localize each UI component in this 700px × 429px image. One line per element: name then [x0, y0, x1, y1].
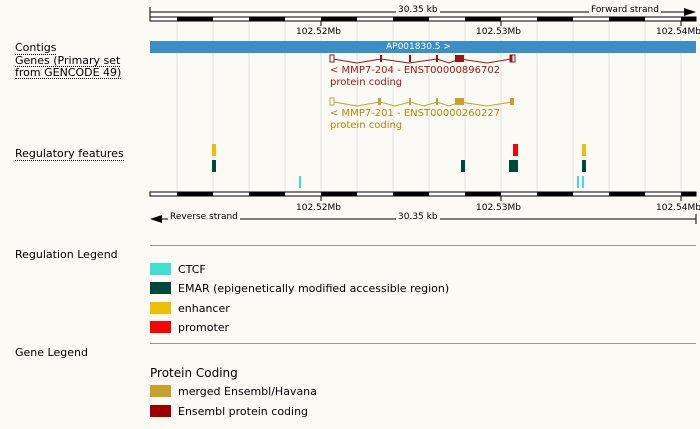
legend-label-merged: merged Ensembl/Havana — [178, 385, 317, 398]
emar-swatch — [150, 282, 171, 294]
legend-label-emar: EMAR (epigenetically modified accessible… — [178, 282, 450, 295]
reverse-strand-label: Reverse strand — [168, 212, 240, 222]
tick-label: 102.54Mb — [656, 203, 700, 213]
bottom-scale-length: 30.35 kb — [396, 212, 440, 222]
forward-strand-label: Forward strand — [589, 5, 661, 15]
top-scale-length: 30.35 kb — [396, 5, 440, 15]
enhancer-swatch — [150, 302, 171, 314]
merged-swatch — [150, 385, 171, 397]
contigs-track-label[interactable]: Contigs — [15, 41, 57, 55]
legend-label-enhancer: enhancer — [178, 302, 230, 315]
transcript-mmp7-204[interactable] — [329, 54, 516, 64]
legend-label-ensembl: Ensembl protein coding — [178, 405, 309, 418]
emar-feature[interactable] — [461, 160, 465, 172]
transcript-label-204[interactable]: < MMP7-204 - ENST00000896702 protein cod… — [330, 65, 500, 89]
ctcf-feature[interactable] — [577, 176, 579, 188]
transcript-name: < MMP7-201 - ENST00000260227 — [330, 108, 501, 119]
contig-bar[interactable] — [150, 41, 696, 53]
top-axis-ticks — [320, 21, 682, 26]
legend-divider — [150, 343, 696, 344]
transcript-biotype: protein coding — [330, 77, 403, 88]
transcript-mmp7-201[interactable] — [329, 97, 514, 107]
regulatory-track-label[interactable]: Regulatory features — [15, 147, 124, 161]
enhancer-feature[interactable] — [582, 144, 586, 156]
transcript-label-201[interactable]: < MMP7-201 - ENST00000260227 protein cod… — [330, 108, 500, 132]
regulatory-features[interactable] — [212, 144, 586, 188]
tick-label: 102.52Mb — [296, 27, 341, 37]
legend-label-ctcf: CTCF — [178, 263, 206, 276]
genes-track-label[interactable]: Genes (Primary set from GENCODE 49) — [15, 55, 122, 79]
transcript-biotype: protein coding — [330, 120, 403, 131]
contig-name[interactable]: AP001830.5 > — [386, 42, 451, 52]
tick-label: 102.54Mb — [656, 27, 700, 37]
emar-feature[interactable] — [509, 160, 518, 172]
genome-browser-image[interactable] — [0, 0, 700, 240]
legend-divider — [150, 245, 696, 246]
contigs-label-text: Contigs — [15, 41, 57, 55]
transcript-name: < MMP7-204 - ENST00000896702 — [330, 65, 501, 76]
promoter-feature[interactable] — [513, 144, 518, 156]
protein-coding-subheading: Protein Coding — [150, 366, 238, 380]
regulation-legend-heading: Regulation Legend — [15, 248, 118, 261]
legend-label-promoter: promoter — [178, 321, 230, 334]
genes-label-line2: from GENCODE 49) — [15, 66, 122, 79]
ctcf-feature[interactable] — [299, 176, 301, 188]
enhancer-feature[interactable] — [212, 144, 216, 156]
bottom-scale-bar — [149, 191, 697, 224]
tick-label: 102.53Mb — [476, 203, 521, 213]
ensembl-swatch — [150, 405, 171, 417]
promoter-swatch — [150, 321, 171, 333]
tick-label: 102.52Mb — [296, 203, 341, 213]
emar-feature[interactable] — [212, 160, 216, 172]
emar-feature[interactable] — [582, 160, 586, 172]
ctcf-swatch — [150, 263, 171, 275]
regulatory-label-text: Regulatory features — [15, 147, 124, 161]
ctcf-feature[interactable] — [582, 176, 584, 188]
gene-legend-heading: Gene Legend — [15, 346, 88, 359]
tick-label: 102.53Mb — [476, 27, 521, 37]
